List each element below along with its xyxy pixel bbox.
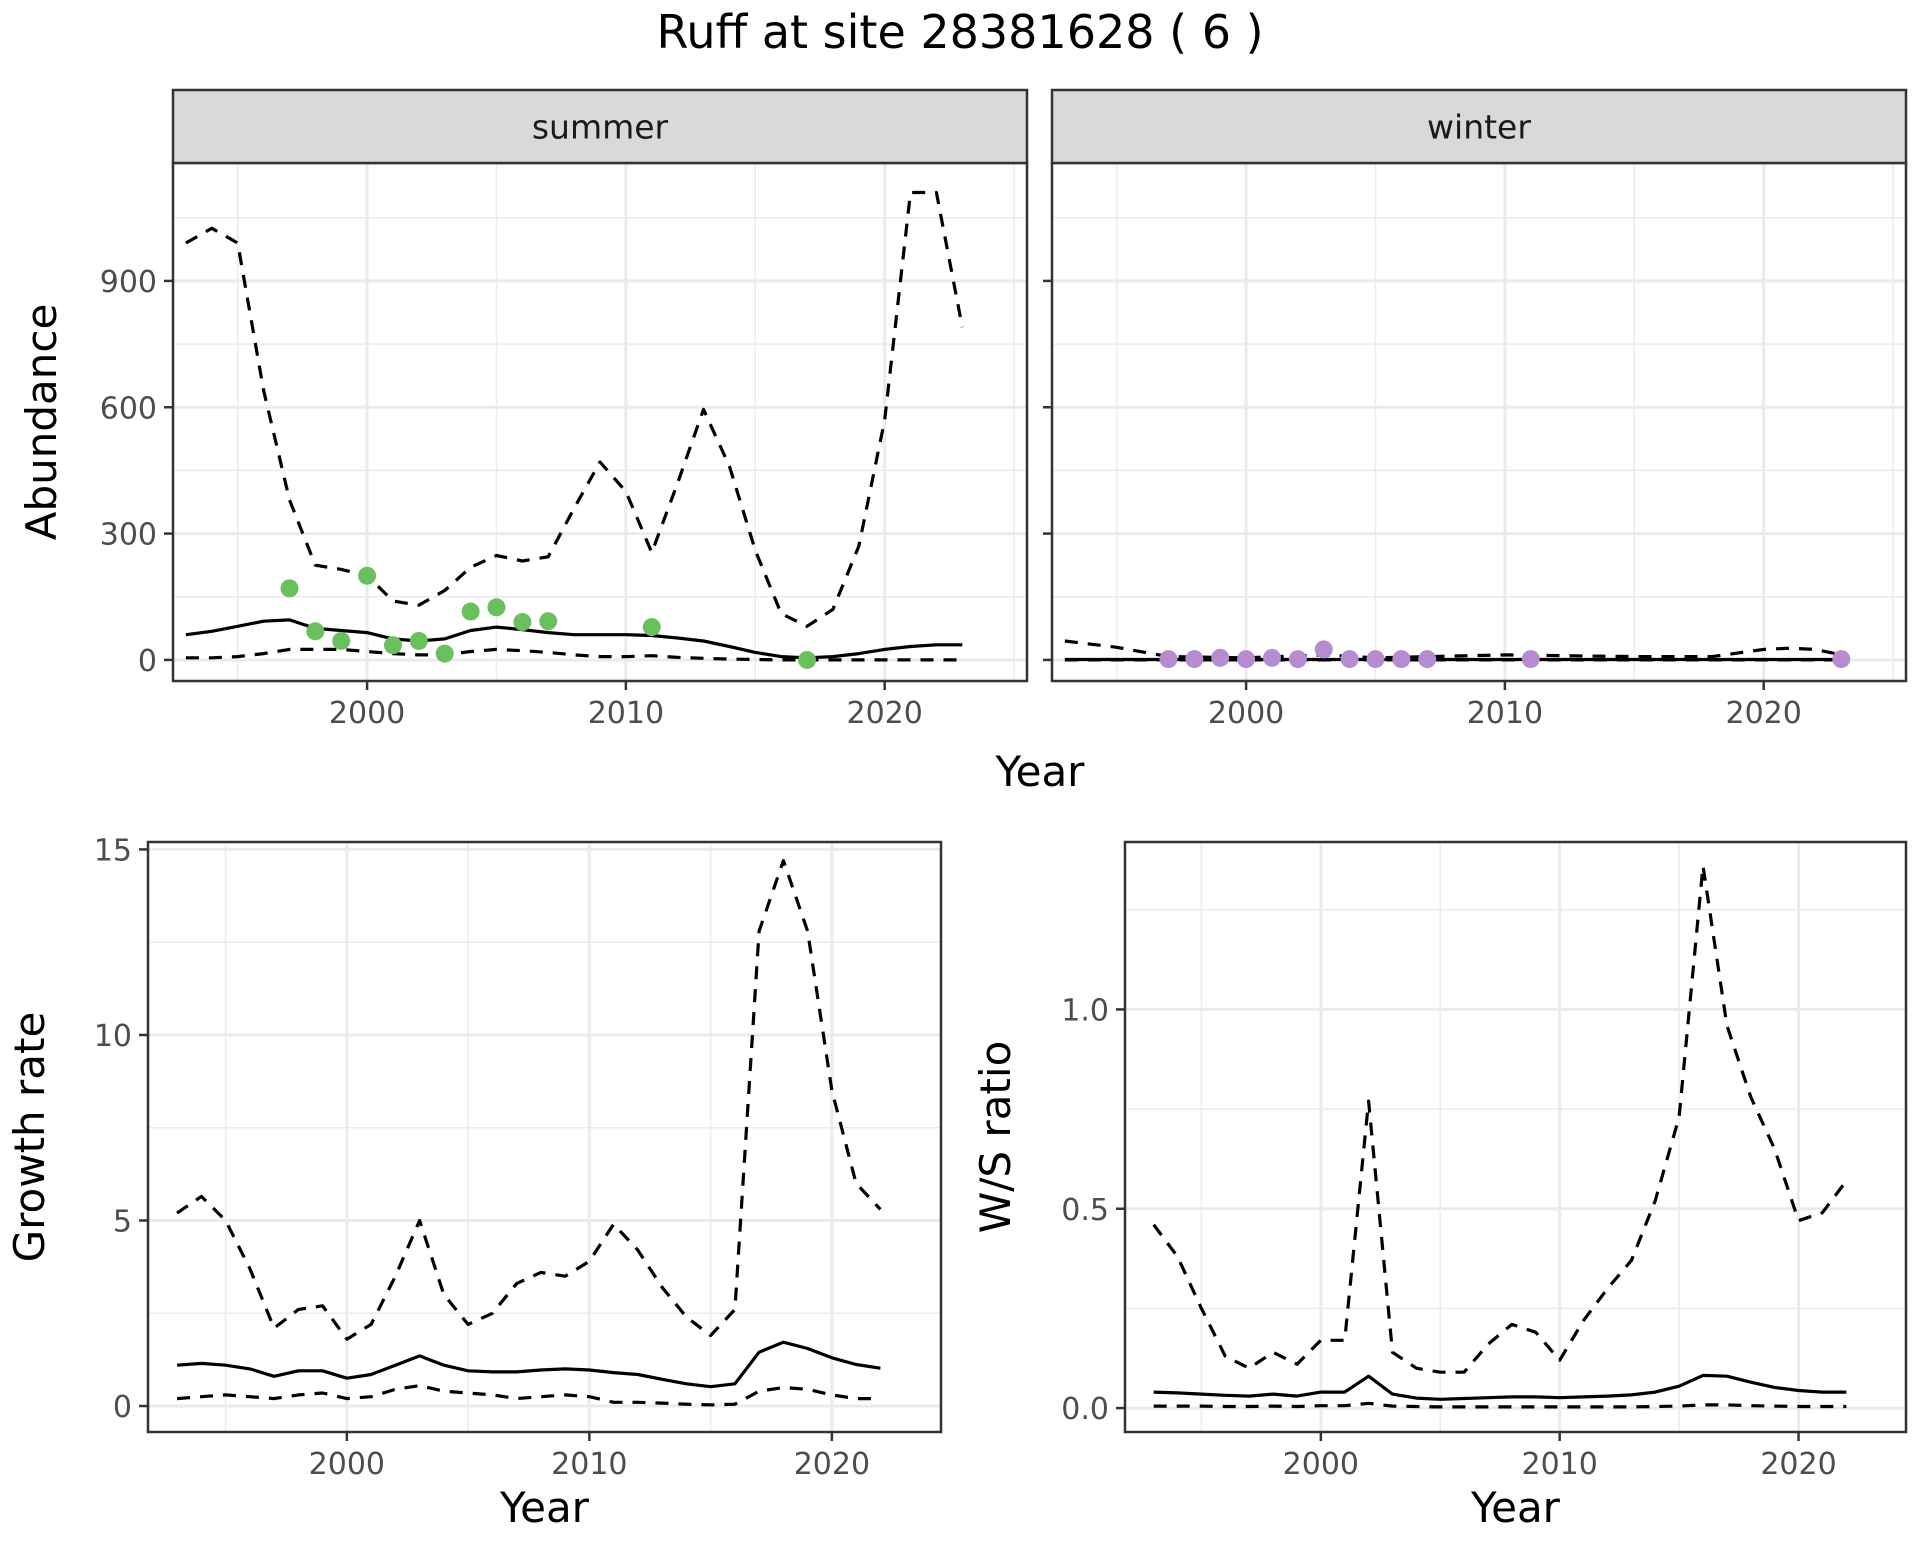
panel-abundance-summer: summer 2000 2010 2020 0 300 600 900 Abundance [17, 88, 1029, 731]
data-point [1521, 650, 1540, 669]
facet-label: summer [532, 108, 669, 147]
data-point [280, 579, 299, 598]
data-point [1159, 650, 1178, 669]
x-tick-label: 2000 [1283, 1447, 1359, 1482]
data-point [1211, 648, 1230, 667]
chart-title: Ruff at site 28381628 ( 6 ) [656, 5, 1263, 59]
series-line-solid [1153, 1373, 1847, 1401]
x-tick-label: 2000 [309, 1447, 385, 1482]
data-point [332, 631, 351, 650]
panel-border [1123, 840, 1908, 1434]
y-tick-label: 0.5 [1061, 1193, 1109, 1228]
x-tick-label: 2020 [1760, 1447, 1836, 1482]
y-tick-label: 300 [100, 518, 157, 553]
data-point [539, 612, 558, 631]
facet-strip [171, 88, 1029, 165]
y-tick-label: 900 [100, 265, 157, 300]
data-point [1314, 640, 1333, 659]
panel-background [148, 842, 941, 1432]
facet-label: winter [1427, 108, 1531, 147]
x-axis-title: Year [499, 1483, 590, 1532]
data-point [798, 650, 817, 669]
series-line-solid [176, 1340, 881, 1389]
x-tick-label: 2010 [551, 1447, 627, 1482]
data-point [306, 622, 325, 641]
x-tick-label: 2010 [588, 696, 664, 731]
data-point [1418, 650, 1437, 669]
data-point [1832, 650, 1851, 669]
facet-strip [1050, 88, 1908, 165]
x-tick-label: 2020 [846, 696, 922, 731]
data-point [1185, 650, 1204, 669]
data-point [461, 602, 480, 621]
x-axis-title: Year [1470, 1483, 1561, 1532]
data-point [1288, 650, 1307, 669]
data-point [1262, 648, 1281, 667]
y-tick-label: 600 [100, 391, 157, 426]
series-line-dashed [1152, 864, 1848, 1374]
y-axis-title: Growth rate [5, 1012, 54, 1263]
y-tick-label: 15 [94, 833, 132, 868]
y-tick-label: 0.0 [1061, 1392, 1109, 1427]
series-line-dashed [1153, 1401, 1847, 1409]
x-axis-title-shared: Year [995, 747, 1086, 796]
y-tick-label: 0 [138, 644, 157, 679]
data-point [1392, 650, 1411, 669]
y-axis-title: Abundance [17, 304, 66, 541]
panel-background [1125, 842, 1906, 1432]
panel-background [173, 163, 1027, 681]
x-tick-label: 2000 [329, 696, 405, 731]
data-point [435, 644, 454, 663]
panel-background [1052, 163, 1906, 681]
series-line-dashed [176, 1384, 881, 1407]
data-point [409, 631, 428, 650]
panel-abundance-winter: winter 2000 2010 2020 [1043, 88, 1908, 731]
series-line-dashed [185, 190, 964, 628]
y-axis-title: W/S ratio [971, 1041, 1020, 1234]
series-line-dashed [185, 647, 963, 662]
y-tick-label: 5 [113, 1204, 132, 1239]
y-tick-label: 1.0 [1061, 993, 1109, 1028]
series-line-dashed [176, 859, 882, 1341]
data-point [1340, 650, 1359, 669]
x-tick-label: 2020 [1725, 696, 1801, 731]
x-tick-label: 2020 [794, 1447, 870, 1482]
y-tick-label: 10 [94, 1019, 132, 1054]
x-tick-label: 2010 [1467, 696, 1543, 731]
data-point [1366, 650, 1385, 669]
x-tick-label: 2000 [1208, 696, 1284, 731]
panel-ws-ratio: 2000 2010 2020 0.0 0.5 1.0 W/S ratio Year [971, 840, 1908, 1532]
data-point [358, 566, 377, 585]
panel-growth-rate: 2000 2010 2020 0 5 10 15 Growth rate Year [5, 833, 943, 1532]
panel-border [146, 840, 943, 1434]
data-point [1237, 650, 1256, 669]
data-point [513, 613, 532, 632]
data-point [383, 636, 402, 655]
y-tick-label: 0 [113, 1390, 132, 1425]
x-tick-label: 2010 [1522, 1447, 1598, 1482]
data-point [487, 598, 506, 617]
data-point [642, 618, 661, 637]
